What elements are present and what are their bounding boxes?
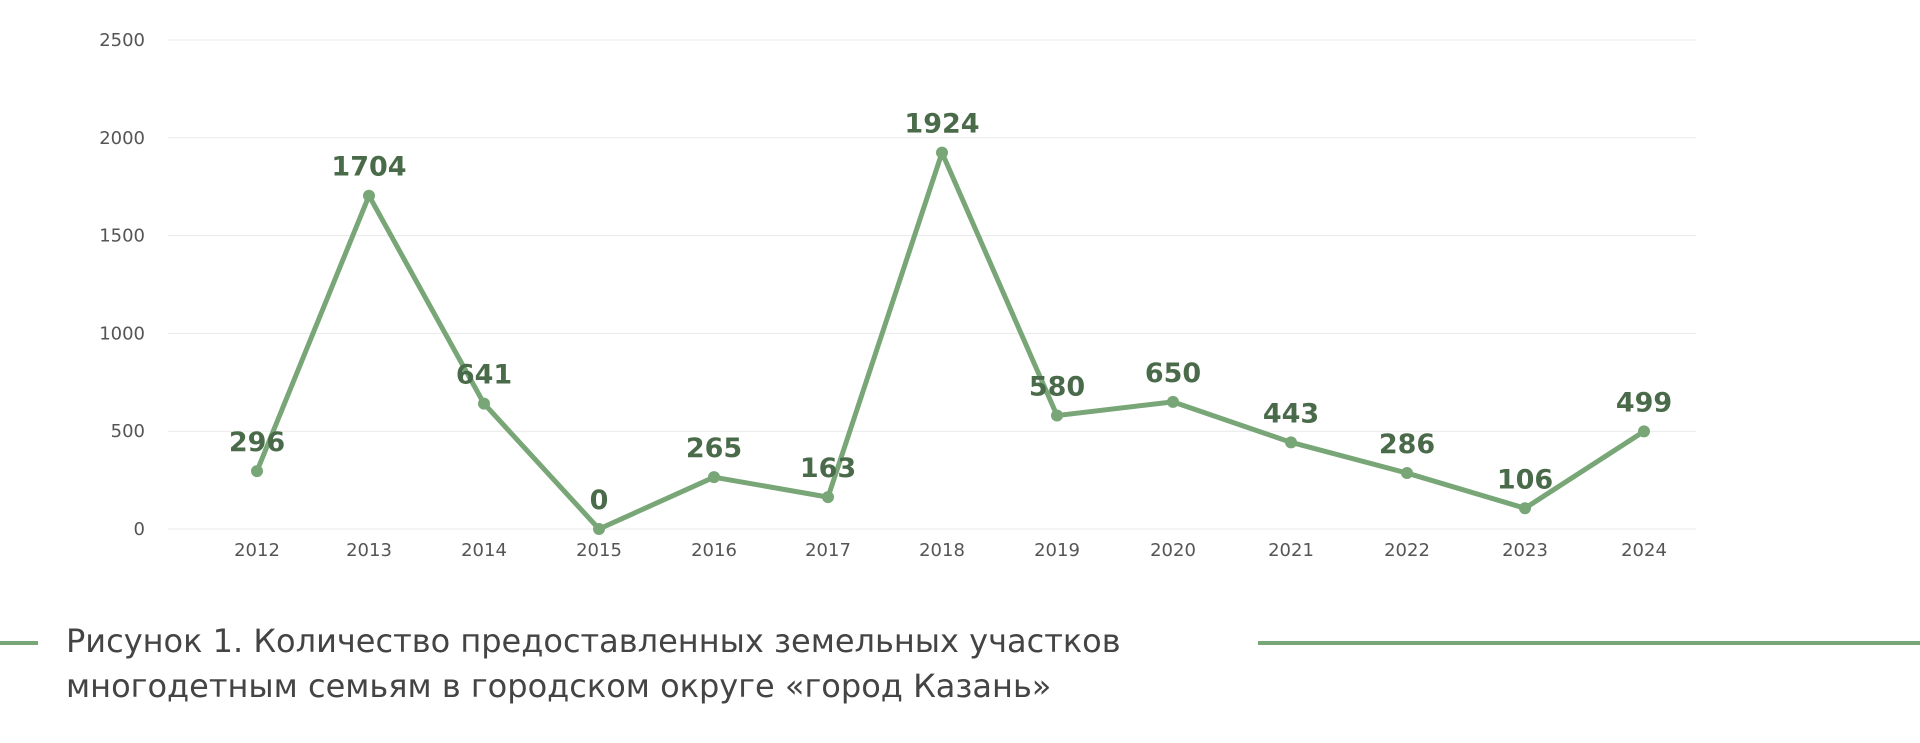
- y-tick-label: 2500: [99, 30, 145, 51]
- data-points: [251, 146, 1650, 535]
- x-tick-label: 2024: [1621, 540, 1667, 561]
- data-label: 265: [686, 433, 742, 464]
- x-tick-label: 2021: [1268, 540, 1314, 561]
- data-point: [1638, 425, 1650, 438]
- grid-lines: [168, 39, 1696, 530]
- x-tick-label: 2013: [346, 540, 392, 561]
- data-point: [1401, 467, 1413, 480]
- y-tick-label: 1000: [99, 323, 145, 344]
- data-point: [936, 146, 948, 159]
- data-point: [478, 397, 490, 410]
- data-label: 163: [800, 453, 856, 484]
- data-point: [822, 491, 834, 504]
- y-axis-ticks: 0 500 1000 1500 2000 2500: [99, 30, 145, 540]
- x-tick-label: 2022: [1384, 540, 1430, 561]
- x-tick-label: 2016: [691, 540, 737, 561]
- data-label: 0: [590, 485, 609, 516]
- data-point: [1519, 502, 1531, 515]
- data-point: [1167, 395, 1179, 408]
- y-tick-label: 0: [134, 519, 145, 540]
- data-label: 1704: [331, 152, 406, 183]
- data-point: [251, 465, 263, 478]
- x-tick-label: 2018: [919, 540, 965, 561]
- data-point: [1051, 409, 1063, 422]
- data-label: 499: [1616, 387, 1672, 418]
- data-label: 443: [1263, 398, 1319, 429]
- data-label: 650: [1145, 358, 1201, 389]
- y-tick-label: 2000: [99, 128, 145, 149]
- y-tick-label: 1500: [99, 226, 145, 247]
- data-label: 106: [1497, 464, 1553, 495]
- data-point: [593, 523, 605, 535]
- data-point: [1285, 436, 1297, 449]
- x-tick-label: 2023: [1502, 540, 1548, 561]
- x-axis-ticks: 2012 2013 2014 2015 2016 2017 2018 2019 2020 2021…: [234, 540, 1667, 561]
- caption-left-rule: [0, 641, 38, 645]
- x-tick-label: 2014: [461, 540, 507, 561]
- x-tick-label: 2017: [805, 540, 851, 561]
- x-tick-label: 2012: [234, 540, 280, 561]
- data-label: 286: [1379, 429, 1435, 460]
- data-point: [708, 471, 720, 484]
- series-line: [254, 150, 1647, 532]
- data-label: 296: [229, 427, 285, 458]
- x-tick-label: 2020: [1150, 540, 1196, 561]
- data-label: 1924: [904, 109, 979, 140]
- y-tick-label: 500: [111, 421, 145, 442]
- caption-right-rule: [1258, 641, 1920, 645]
- data-label: 580: [1029, 372, 1085, 403]
- data-label: 641: [456, 360, 512, 391]
- caption-line-2: многодетным семьям в городском округе «г…: [66, 667, 1052, 705]
- data-labels: 296 1704 641 0 265 163 1924 580 650 443 286 106 499: [229, 109, 1672, 516]
- x-tick-label: 2019: [1034, 540, 1080, 561]
- x-tick-label: 2015: [576, 540, 622, 561]
- data-point: [363, 189, 375, 202]
- figure-caption: Рисунок 1. Количество предоставленных зе…: [66, 619, 1216, 709]
- caption-line-1: Рисунок 1. Количество предоставленных зе…: [66, 622, 1121, 660]
